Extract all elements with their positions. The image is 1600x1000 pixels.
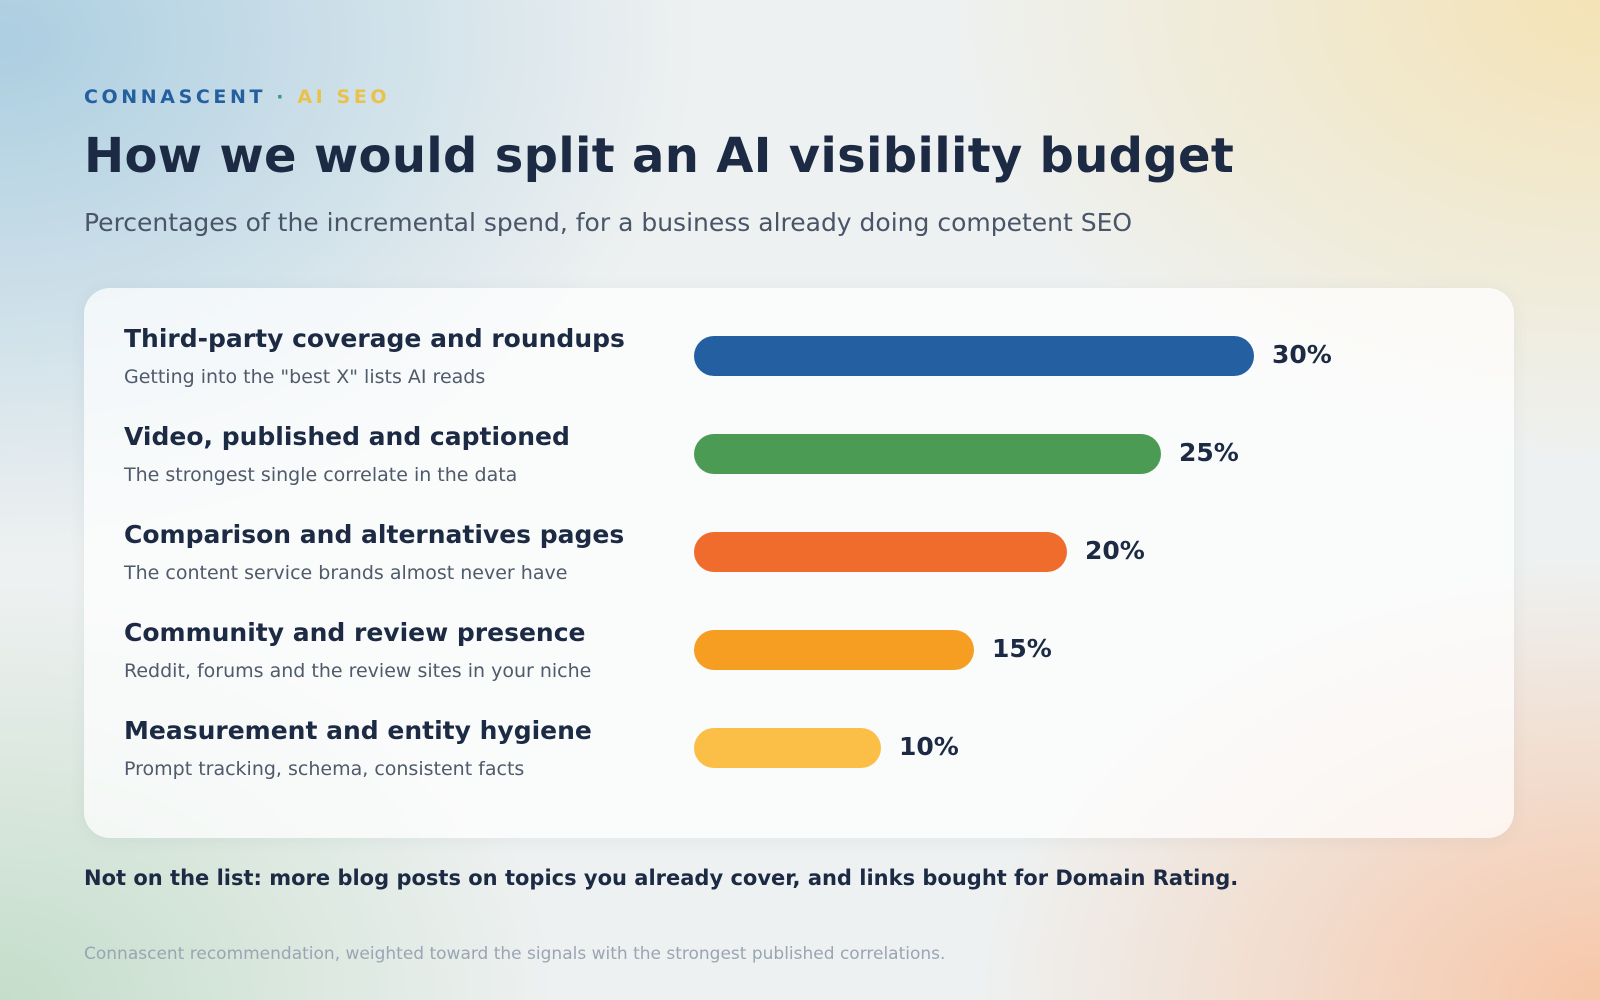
chart-row: Measurement and entity hygiene Prompt tra… <box>84 688 1514 780</box>
chart-title: How we would split an AI visibility budg… <box>84 128 1235 184</box>
category-label: Third-party coverage and roundups <box>124 324 625 353</box>
eyebrow-label: CONNASCENT · AI SEO <box>84 86 390 108</box>
category-description: Getting into the "best X" lists AI reads <box>124 366 486 388</box>
bar-chart-card: Third-party coverage and roundups Getting… <box>84 288 1514 838</box>
value-label: 25% <box>1179 438 1239 467</box>
category-description: The content service brands almost never … <box>124 562 568 584</box>
bar <box>694 336 1254 376</box>
bar <box>694 630 974 670</box>
footnote: Not on the list: more blog posts on topi… <box>84 866 1239 890</box>
eyebrow-separator: · <box>276 86 288 108</box>
eyebrow-topic: AI SEO <box>297 86 391 108</box>
chart-row: Video, published and captioned The strong… <box>84 394 1514 486</box>
value-label: 30% <box>1272 340 1332 369</box>
chart-subtitle: Percentages of the incremental spend, fo… <box>84 208 1133 237</box>
chart-row: Community and review presence Reddit, for… <box>84 590 1514 682</box>
category-description: The strongest single correlate in the da… <box>124 464 518 486</box>
bar <box>694 728 881 768</box>
value-label: 15% <box>992 634 1052 663</box>
bar <box>694 434 1161 474</box>
chart-row: Comparison and alternatives pages The con… <box>84 492 1514 584</box>
category-label: Comparison and alternatives pages <box>124 520 625 549</box>
category-description: Prompt tracking, schema, consistent fact… <box>124 758 525 780</box>
source-note: Connascent recommendation, weighted towa… <box>84 944 946 964</box>
category-label: Community and review presence <box>124 618 586 647</box>
value-label: 20% <box>1085 536 1145 565</box>
category-description: Reddit, forums and the review sites in y… <box>124 660 592 682</box>
category-label: Video, published and captioned <box>124 422 570 451</box>
brand-name: CONNASCENT <box>84 86 267 108</box>
bar <box>694 532 1067 572</box>
value-label: 10% <box>899 732 959 761</box>
category-label: Measurement and entity hygiene <box>124 716 592 745</box>
chart-row: Third-party coverage and roundups Getting… <box>84 296 1514 388</box>
